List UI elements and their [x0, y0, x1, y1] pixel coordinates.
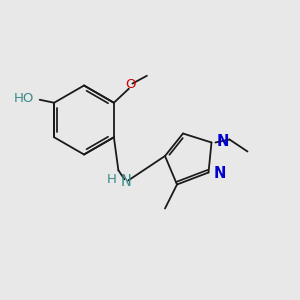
- Text: N: N: [120, 174, 131, 189]
- Text: O: O: [125, 78, 136, 91]
- Text: HO: HO: [14, 92, 34, 105]
- Text: N: N: [216, 134, 229, 149]
- Text: H: H: [106, 173, 116, 186]
- Text: N: N: [213, 166, 226, 181]
